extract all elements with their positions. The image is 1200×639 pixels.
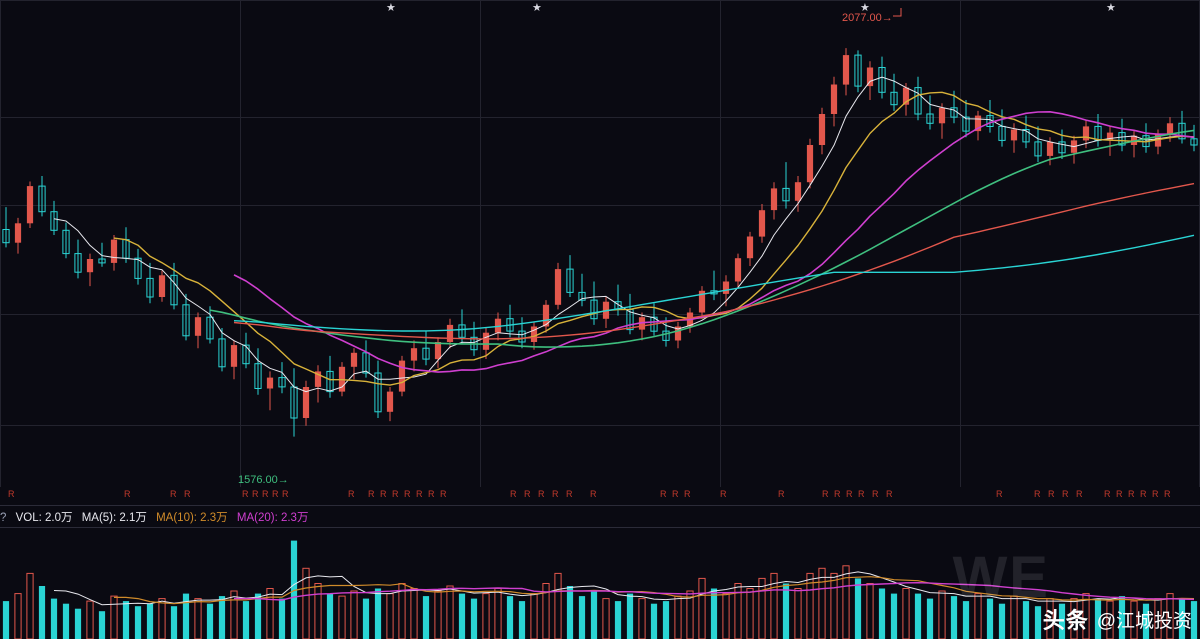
r-marker: R (282, 489, 289, 499)
r-marker: R (672, 489, 679, 499)
r-marker: R (1034, 489, 1041, 499)
price-chart (2, 8, 1198, 437)
panel-separator (0, 505, 1200, 506)
r-marker: R (392, 489, 399, 499)
r-marker: R (348, 489, 355, 499)
grid-line-v (0, 0, 1, 487)
star-marker: ★ (860, 2, 870, 14)
watermark: 头条 @江城投资 (1043, 603, 1192, 635)
r-marker: R (272, 489, 279, 499)
r-marker: R (1048, 489, 1055, 499)
r-marker: R (660, 489, 667, 499)
help-icon[interactable]: ? (0, 512, 7, 524)
vol-ma10-label: MA(10): 2.3万 (156, 512, 228, 524)
r-marker: R (170, 489, 177, 499)
r-marker: R (822, 489, 829, 499)
grid-line-v (720, 0, 721, 487)
grid-line (0, 425, 1200, 426)
watermark-account: @江城投资 (1096, 610, 1192, 632)
grid-line (0, 205, 1200, 206)
r-marker: R (1152, 489, 1159, 499)
r-marker: R (8, 489, 15, 499)
vol-value-label: VOL: 2.0万 (15, 512, 73, 524)
r-marker: R (872, 489, 879, 499)
star-marker: ★ (386, 2, 396, 14)
r-marker: R (184, 489, 191, 499)
r-marker: R (416, 489, 423, 499)
vol-ma20-label: MA(20): 2.3万 (236, 512, 309, 524)
r-marker: R (124, 489, 131, 499)
r-marker: R (380, 489, 387, 499)
r-marker: R (552, 489, 559, 499)
high-annotation: 2077.00→ (842, 12, 893, 24)
r-marker: R (1076, 489, 1083, 499)
r-marker: R (566, 489, 573, 499)
r-marker: R (538, 489, 545, 499)
r-marker: R (510, 489, 517, 499)
r-marker: R (1164, 489, 1171, 499)
r-marker: R (684, 489, 691, 499)
panel-separator-2 (0, 527, 1200, 528)
r-marker: R (996, 489, 1003, 499)
grid-line-v (240, 0, 241, 487)
r-marker: R (886, 489, 893, 499)
high-annotation-arrow: → (881, 12, 893, 24)
r-marker: R (846, 489, 853, 499)
grid-line-v (960, 0, 961, 487)
r-marker: R (404, 489, 411, 499)
r-marker: R (1062, 489, 1069, 499)
r-marker: R (834, 489, 841, 499)
r-marker: R (262, 489, 269, 499)
volume-indicator-header: ? VOL: 2.0万 MA(5): 2.1万 MA(10): 2.3万 MA(… (0, 509, 1200, 525)
grid-line (0, 314, 1200, 315)
r-marker: R (778, 489, 785, 499)
high-annotation-label: 2077.00 (842, 12, 882, 24)
ghost-watermark: WE (952, 545, 1050, 610)
r-marker: R (242, 489, 249, 499)
r-marker: R (440, 489, 447, 499)
grid-line-v (480, 0, 481, 487)
r-marker: R (524, 489, 531, 499)
r-marker: R (368, 489, 375, 499)
r-marker: R (428, 489, 435, 499)
star-marker: ★ (532, 2, 542, 14)
r-marker: R (1140, 489, 1147, 499)
r-marker: R (1104, 489, 1111, 499)
low-annotation-label: 1576.00 (238, 474, 278, 486)
grid-line (0, 117, 1200, 118)
r-marker: R (252, 489, 259, 499)
r-marker: R (1116, 489, 1123, 499)
grid-line (0, 0, 1200, 1)
star-marker: ★ (1106, 2, 1116, 14)
volume-chart (2, 540, 1198, 639)
r-marker: R (720, 489, 727, 499)
low-annotation-arrow: → (277, 474, 289, 486)
r-marker: R (858, 489, 865, 499)
watermark-logo: 头条 (1042, 608, 1089, 633)
low-annotation: 1576.00→ (238, 474, 289, 486)
r-marker: R (590, 489, 597, 499)
r-marker: R (1128, 489, 1135, 499)
vol-ma5-label: MA(5): 2.1万 (81, 512, 147, 524)
